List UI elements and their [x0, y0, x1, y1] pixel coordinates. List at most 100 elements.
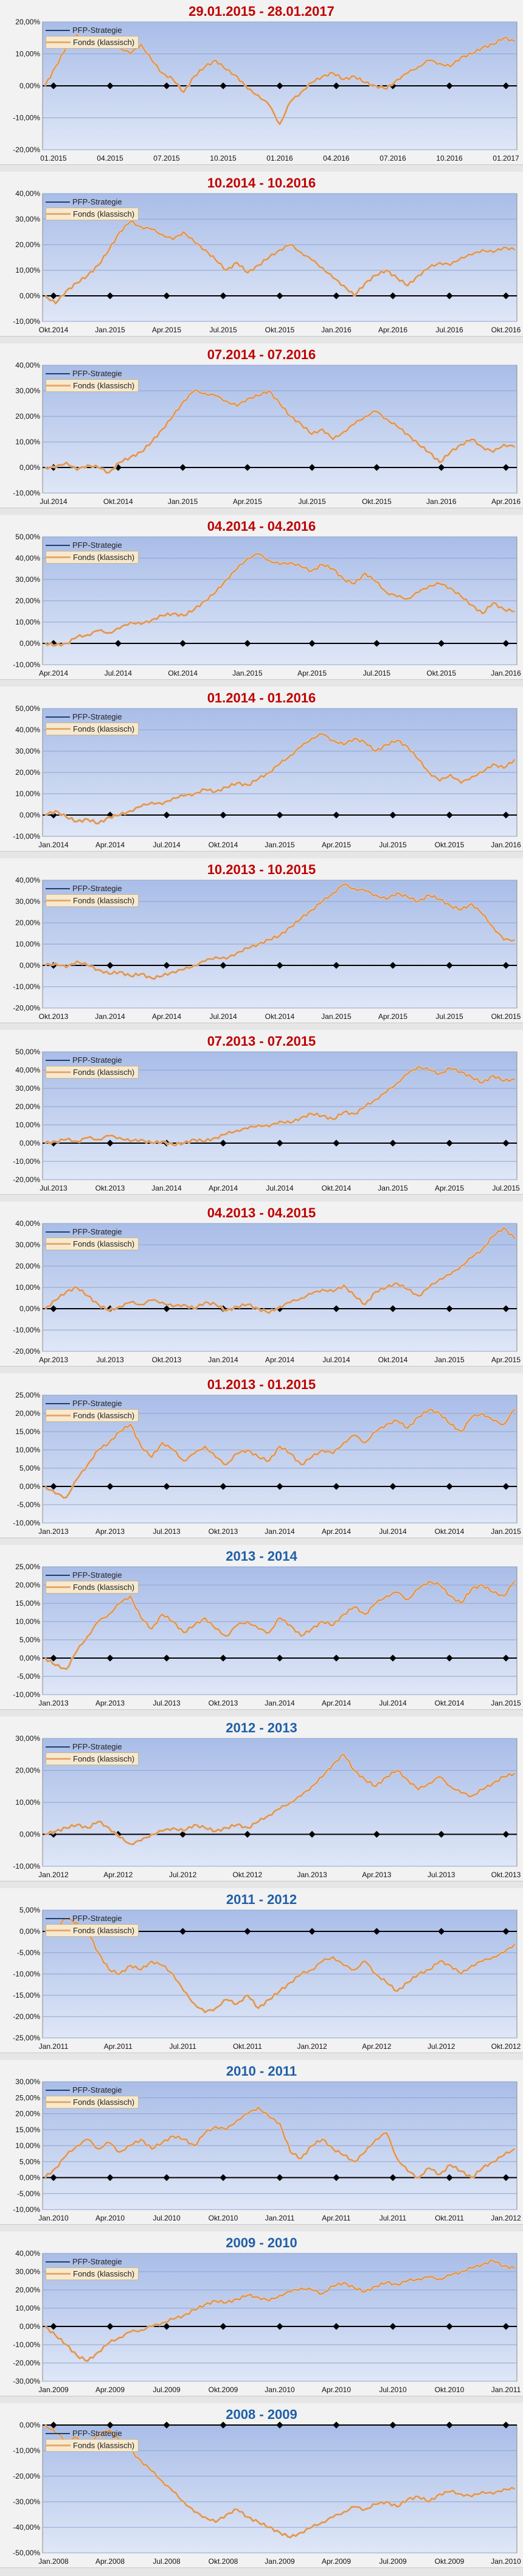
series-point [237, 1306, 238, 1307]
series-point [289, 244, 291, 245]
series-point [439, 2278, 440, 2280]
series-point [237, 1824, 238, 1825]
series-point [97, 1449, 99, 1451]
y-tick-label: -20,00% [13, 1175, 40, 1184]
zero-axis-marker [446, 1139, 453, 1147]
legend: PFP-Strategie Fonds (klassisch) [46, 1054, 139, 1079]
y-tick-label: 40,00% [15, 726, 40, 734]
series-point [493, 2161, 494, 2163]
series-point [514, 446, 515, 448]
series-point [449, 66, 451, 68]
chart-title: 2008 - 2009 [226, 2407, 297, 2422]
legend-label: PFP-Strategie [72, 1055, 122, 1065]
legend-item: Fonds (klassisch) [46, 1237, 139, 1250]
series-point [311, 2527, 313, 2528]
legend-label: PFP-Strategie [72, 369, 122, 378]
series-point [258, 2007, 259, 2009]
series-point [247, 1827, 249, 1829]
series-point [322, 1289, 323, 1290]
series-point [87, 965, 88, 966]
series-point [354, 2287, 355, 2289]
legend-item: Fonds (klassisch) [46, 36, 139, 49]
series-point [397, 596, 398, 597]
x-tick-label: Jul.2014 [153, 841, 181, 849]
series-point [375, 2286, 376, 2287]
x-tick-label: Apr.2011 [104, 2042, 133, 2051]
legend-item: PFP-Strategie [46, 24, 139, 36]
series-point [162, 975, 163, 977]
y-tick-label: 30,00% [15, 215, 40, 223]
zero-axis-marker [106, 2421, 114, 2429]
legend: PFP-Strategie Fonds (klassisch) [46, 883, 139, 907]
y-tick-label: -20,00% [13, 1004, 40, 1012]
series-point [503, 1776, 505, 1777]
series-point [55, 1493, 57, 1494]
zero-axis-marker [179, 464, 187, 471]
x-tick-label: Jan.2013 [297, 1871, 327, 1879]
series-point [76, 2355, 78, 2356]
series-point [311, 1628, 313, 1629]
legend-label: Fonds (klassisch) [73, 381, 135, 390]
series-point [55, 2168, 57, 2169]
series-point [183, 2501, 184, 2502]
x-tick-label: Apr.2014 [152, 1012, 181, 1021]
series-point [428, 2168, 430, 2169]
y-tick-label: 20,00% [15, 1581, 40, 1589]
series-point [151, 2326, 153, 2327]
zero-axis-marker [446, 1654, 453, 1662]
series-point [471, 1416, 473, 1418]
series-point [204, 66, 206, 68]
series-point [258, 778, 259, 780]
x-tick-label: Okt.2012 [233, 1871, 263, 1879]
legend-swatch [46, 2101, 71, 2103]
series-point [514, 1581, 515, 1582]
series-point [322, 2138, 323, 2140]
chart-panel: 25,00% 20,00% 15,00% 10,00% 5,00% 0,00% -5,00%… [0, 1545, 523, 1710]
series-point [322, 1776, 323, 1777]
series-point [162, 2322, 163, 2323]
zero-axis-marker [106, 1483, 114, 1490]
y-tick-label: 10,00% [15, 940, 40, 948]
series-point [386, 2282, 387, 2283]
series-point [343, 2282, 345, 2283]
x-tick-label: Okt.2011 [233, 2042, 262, 2051]
y-tick-label: 20,00% [15, 1409, 40, 1418]
series-point [172, 2135, 174, 2137]
series-point [258, 2521, 259, 2523]
series-point [460, 257, 462, 258]
chart-title: 01.2014 - 01.2016 [207, 690, 316, 705]
series-point [226, 1636, 227, 1637]
series-point [311, 1293, 313, 1295]
series-point [97, 467, 99, 468]
zero-axis-marker [373, 1830, 381, 1838]
series-point [514, 2148, 515, 2150]
y-tick-label: -10,00% [13, 1157, 40, 1166]
x-tick-label: Jul.2014 [105, 669, 133, 677]
series-point [407, 2280, 409, 2281]
series-point [418, 275, 419, 276]
y-tick-label: -10,00% [13, 114, 40, 122]
x-tick-label: 01.2017 [493, 154, 519, 163]
series-point [76, 1922, 78, 1923]
zero-axis-marker [446, 1305, 453, 1312]
series-point [247, 272, 249, 273]
series-point [279, 2123, 280, 2124]
x-tick-label: Jan.2015 [232, 669, 263, 677]
zero-axis-marker [502, 2174, 510, 2182]
series-point [237, 2003, 238, 2004]
legend-label: PFP-Strategie [72, 1570, 122, 1580]
series-point [55, 810, 57, 811]
series-point [183, 1830, 184, 1832]
zero-axis-marker [163, 2323, 170, 2330]
zero-axis-marker [373, 464, 381, 471]
legend-swatch [46, 2445, 71, 2446]
x-tick-label: Jan.2015 [168, 497, 198, 506]
series-point [439, 1278, 440, 1279]
chart-title: 10.2014 - 10.2016 [207, 175, 316, 191]
zero-axis-marker [333, 811, 340, 819]
series-point [279, 1617, 280, 1619]
series-point [397, 426, 398, 427]
series-point [364, 1779, 366, 1781]
series-point [503, 444, 505, 445]
series-point [482, 249, 483, 251]
